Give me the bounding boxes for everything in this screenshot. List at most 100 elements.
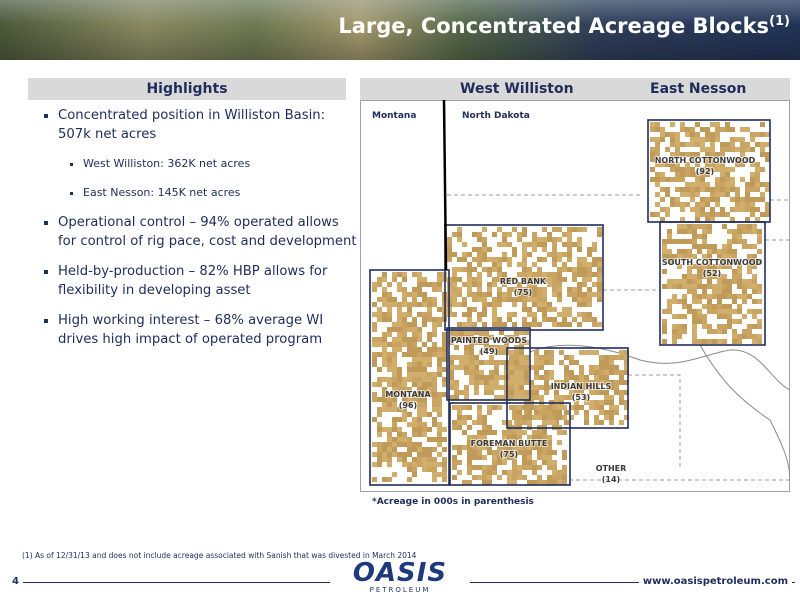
acreage-patch	[672, 314, 677, 319]
acreage-patch	[454, 330, 459, 335]
acreage-patch	[760, 142, 765, 147]
acreage-patch	[655, 162, 660, 167]
acreage-patch	[730, 137, 735, 142]
acreage-patch	[469, 360, 474, 365]
block-outline	[446, 327, 531, 401]
acreage-patch	[427, 452, 432, 457]
acreage-patch	[492, 470, 497, 475]
acreage-patch	[660, 177, 665, 182]
acreage-patch	[472, 455, 477, 460]
acreage-patch	[422, 447, 427, 452]
acreage-patch	[512, 435, 517, 440]
acreage-patch	[720, 142, 725, 147]
acreage-patch	[507, 480, 512, 485]
acreage-patch	[417, 352, 422, 357]
acreage-patch	[697, 339, 702, 344]
acreage-patch	[564, 380, 569, 385]
acreage-patch	[527, 435, 532, 440]
acreage-patch	[427, 357, 432, 362]
logo-name: OASIS	[352, 558, 448, 588]
acreage-patch	[422, 282, 427, 287]
acreage-patch	[499, 350, 504, 355]
acreage-patch	[477, 410, 482, 415]
acreage-patch	[382, 447, 387, 452]
acreage-patch	[569, 405, 574, 410]
acreage-patch	[437, 452, 442, 457]
acreage-patch	[487, 425, 492, 430]
acreage-patch	[437, 307, 442, 312]
acreage-patch	[542, 460, 547, 465]
acreage-patch	[539, 355, 544, 360]
acreage-patch	[717, 274, 722, 279]
acreage-patch	[497, 317, 502, 322]
acreage-patch	[512, 415, 517, 420]
acreage-patch	[387, 457, 392, 462]
acreage-patch	[472, 435, 477, 440]
acreage-patch	[522, 227, 527, 232]
acreage-patch	[682, 239, 687, 244]
acreage-patch	[382, 352, 387, 357]
acreage-patch	[675, 147, 680, 152]
acreage-patch	[597, 322, 602, 327]
acreage-patch	[750, 207, 755, 212]
acreage-patch	[552, 227, 557, 232]
acreage-patch	[412, 372, 417, 377]
acreage-patch	[539, 395, 544, 400]
acreage-patch	[422, 402, 427, 407]
acreage-patch	[474, 355, 479, 360]
acreage-patch	[527, 322, 532, 327]
acreage-patch	[737, 234, 742, 239]
acreage-patch	[672, 239, 677, 244]
acreage-patch	[677, 264, 682, 269]
acreage-patch	[407, 447, 412, 452]
acreage-patch	[584, 375, 589, 380]
acreage-patch	[402, 407, 407, 412]
acreage-patch	[392, 397, 397, 402]
acreage-patch	[722, 284, 727, 289]
acreage-patch	[449, 395, 454, 400]
acreage-patch	[432, 402, 437, 407]
acreage-patch	[760, 212, 765, 217]
acreage-patch	[472, 257, 477, 262]
acreage-patch	[534, 350, 539, 355]
acreage-patch	[514, 385, 519, 390]
acreage-patch	[402, 297, 407, 302]
acreage-patch	[512, 480, 517, 485]
acreage-patch	[727, 309, 732, 314]
acreage-patch	[682, 284, 687, 289]
acreage-patch	[517, 272, 522, 277]
acreage-patch	[534, 385, 539, 390]
acreage-patch	[407, 467, 412, 472]
block-outline	[506, 347, 629, 429]
acreage-patch	[437, 287, 442, 292]
acreage-patch	[422, 462, 427, 467]
acreage-patch	[407, 442, 412, 447]
acreage-patch	[427, 297, 432, 302]
acreage-patch	[592, 322, 597, 327]
acreage-patch	[577, 272, 582, 277]
acreage-patch	[677, 329, 682, 334]
acreage-patch	[462, 242, 467, 247]
acreage-patch	[477, 475, 482, 480]
acreage-patch	[387, 342, 392, 347]
acreage-patch	[504, 340, 509, 345]
acreage-patch	[497, 302, 502, 307]
acreage-patch	[507, 262, 512, 267]
acreage-patch	[700, 167, 705, 172]
acreage-patch	[417, 457, 422, 462]
acreage-patch	[417, 422, 422, 427]
acreage-patch	[387, 307, 392, 312]
acreage-patch	[524, 410, 529, 415]
acreage-patch	[432, 417, 437, 422]
acreage-patch	[532, 302, 537, 307]
acreage-patch	[697, 279, 702, 284]
acreage-patch	[492, 465, 497, 470]
acreage-patch	[417, 402, 422, 407]
acreage-patch	[484, 335, 489, 340]
acreage-patch	[760, 197, 765, 202]
acreage-patch	[467, 277, 472, 282]
acreage-patch	[467, 272, 472, 277]
acreage-patch	[387, 312, 392, 317]
acreage-patch	[682, 249, 687, 254]
acreage-patch	[452, 252, 457, 257]
